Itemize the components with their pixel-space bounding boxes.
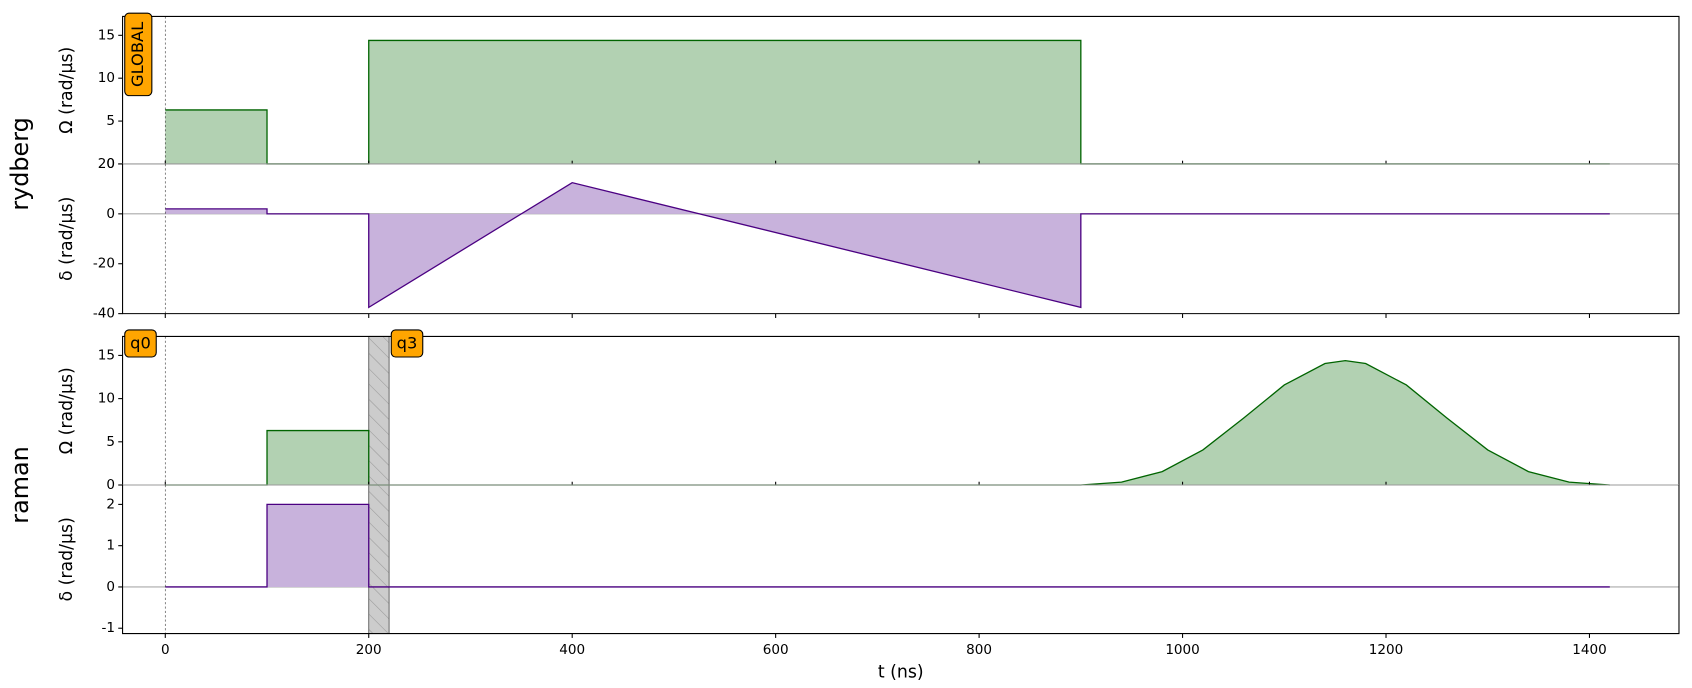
- x-tick-label: 200: [356, 642, 382, 658]
- axes-frame: [122, 15, 1680, 164]
- x-tick-label: 600: [763, 642, 789, 658]
- x-tick-label: 1000: [1165, 642, 1199, 658]
- y-tick-label: 0: [106, 156, 115, 172]
- x-tick-label: 400: [559, 642, 585, 658]
- channel-label: raman: [6, 446, 34, 523]
- y-tick-label: 0: [106, 477, 115, 493]
- y-tick-label: 5: [106, 434, 115, 450]
- area-line: [165, 503, 1610, 588]
- y-tick-label: 2: [106, 496, 115, 512]
- target-badge: GLOBAL: [124, 12, 153, 97]
- target-label: q0: [130, 334, 151, 353]
- y-tick-label: 10: [98, 391, 115, 407]
- y-tick-label: -1: [101, 620, 115, 636]
- y-tick-label: 20: [98, 156, 115, 172]
- x-tick-label: 0: [161, 642, 170, 658]
- y-tick-label: 15: [98, 347, 115, 363]
- area-fill: [165, 360, 1610, 485]
- target-box: [124, 12, 153, 97]
- y-tick-label: -20: [93, 256, 115, 272]
- area-fill: [165, 182, 1610, 308]
- y-axis-label: Ω (rad/µs): [57, 367, 77, 454]
- target-box: [390, 329, 424, 358]
- target-badge: q3: [390, 329, 424, 358]
- y-axis-label: δ (rad/µs): [57, 517, 77, 601]
- y-tick-label: 15: [98, 27, 115, 43]
- y-axis-label: δ (rad/µs): [57, 197, 77, 281]
- area-fill: [165, 40, 1610, 164]
- axes-frame: [122, 335, 1680, 485]
- target-label: q3: [397, 334, 418, 353]
- area-line: [165, 39, 1610, 165]
- x-axis-label: t (ns): [878, 663, 924, 683]
- y-tick-label: 10: [98, 70, 115, 86]
- y-tick-label: -40: [93, 306, 115, 322]
- y-tick-label: 0: [106, 206, 115, 222]
- y-tick-label: 1: [106, 538, 115, 554]
- target-label: GLOBAL: [128, 22, 147, 87]
- target-box: [124, 329, 157, 358]
- y-tick-label: 0: [106, 579, 115, 595]
- axes-frame: [122, 163, 1680, 315]
- area-line: [165, 359, 1610, 486]
- x-tick-label: 1400: [1572, 642, 1606, 658]
- x-tick-label: 1200: [1369, 642, 1403, 658]
- target-badge: q0: [124, 329, 157, 358]
- x-tick-label: 800: [966, 642, 992, 658]
- area-line: [165, 181, 1610, 309]
- y-axis-label: Ω (rad/µs): [57, 47, 77, 134]
- area-fill: [165, 504, 1610, 587]
- y-tick-label: 5: [106, 113, 115, 129]
- channel-label: rydberg: [6, 117, 34, 210]
- axes-frame: [122, 484, 1680, 635]
